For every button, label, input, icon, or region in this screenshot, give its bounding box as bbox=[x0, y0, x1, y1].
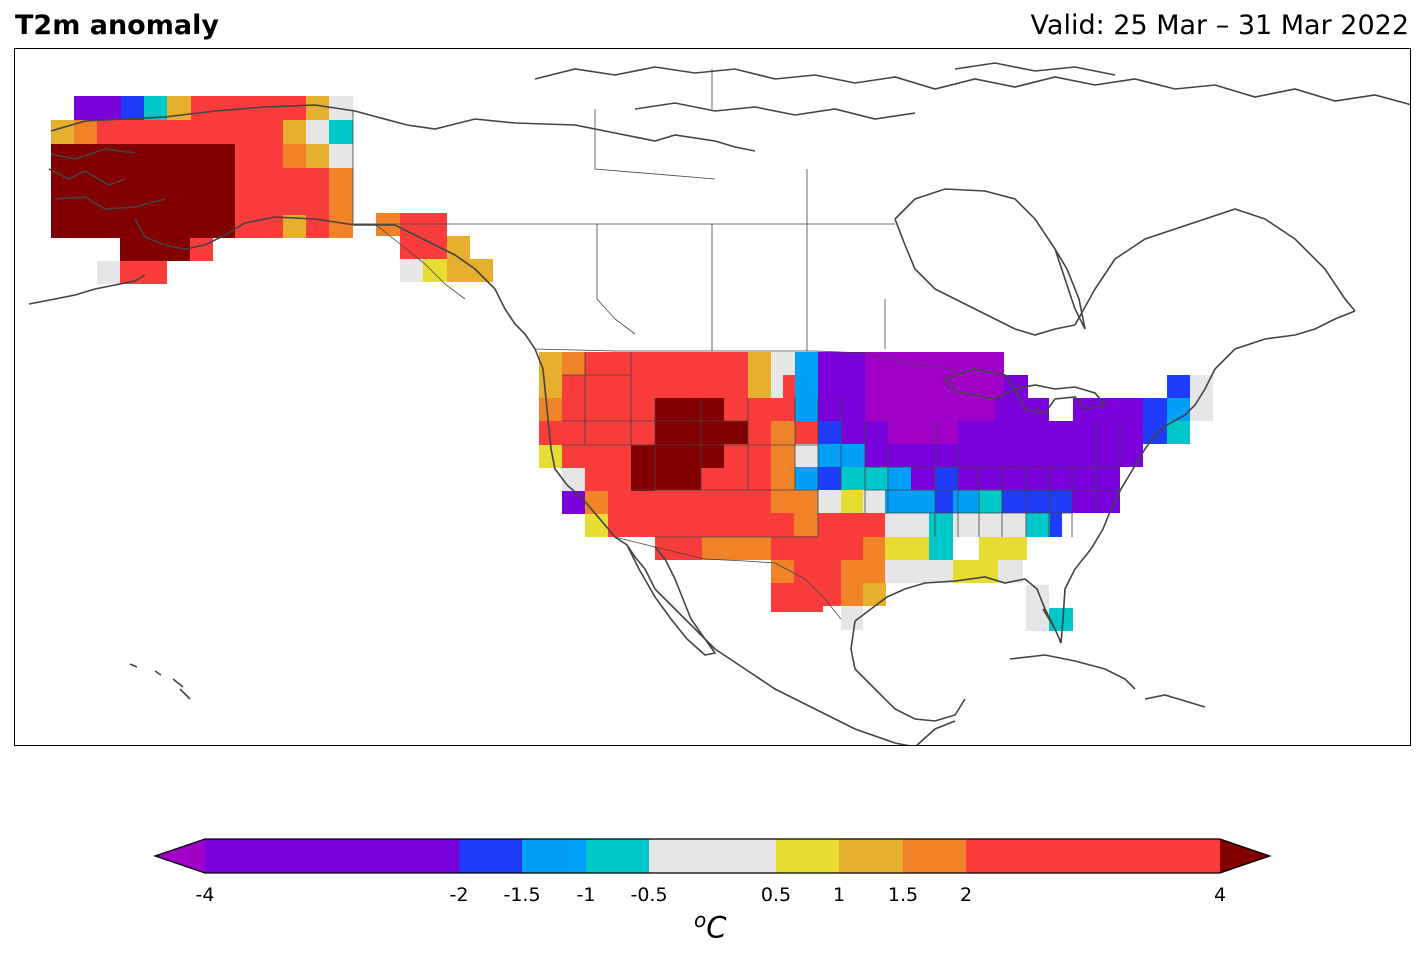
tick-label: 2 bbox=[959, 884, 973, 906]
alaska-anomaly-grid bbox=[51, 96, 493, 284]
conus-anomaly-grid bbox=[539, 352, 1213, 631]
colorbar bbox=[150, 834, 1275, 888]
tick-label: -1.5 bbox=[503, 884, 541, 906]
colorbar-bin bbox=[522, 839, 586, 873]
colorbar-bin bbox=[459, 839, 522, 873]
map-title: T2m anomaly bbox=[15, 10, 219, 41]
tick-label: -2 bbox=[449, 884, 469, 906]
coastlines bbox=[28, 62, 1410, 745]
tick-label: -4 bbox=[195, 884, 215, 906]
colorbar-outline bbox=[153, 838, 1272, 874]
tick-label: 0.5 bbox=[760, 884, 792, 906]
unit-label: oC bbox=[694, 908, 727, 945]
tick-label: -1 bbox=[576, 884, 596, 906]
anomaly-map bbox=[14, 48, 1411, 746]
tick-label: 4 bbox=[1213, 884, 1227, 906]
colorbar-bin bbox=[839, 839, 903, 873]
colorbar-bin bbox=[903, 839, 966, 873]
tick-label: 1 bbox=[832, 884, 846, 906]
colorbar-bin bbox=[205, 839, 459, 873]
colorbar-bin bbox=[649, 839, 776, 873]
valid-date: Valid: 25 Mar – 31 Mar 2022 bbox=[1030, 10, 1409, 41]
colorbar-bin bbox=[776, 839, 839, 873]
borders bbox=[352, 69, 1121, 620]
colorbar-over-arrow bbox=[1220, 839, 1270, 873]
colorbar-under-arrow bbox=[155, 839, 205, 873]
colorbar-bin bbox=[586, 839, 649, 873]
tick-label: 1.5 bbox=[887, 884, 919, 906]
colorbar-bin bbox=[966, 839, 1220, 873]
tick-label: -0.5 bbox=[630, 884, 668, 906]
